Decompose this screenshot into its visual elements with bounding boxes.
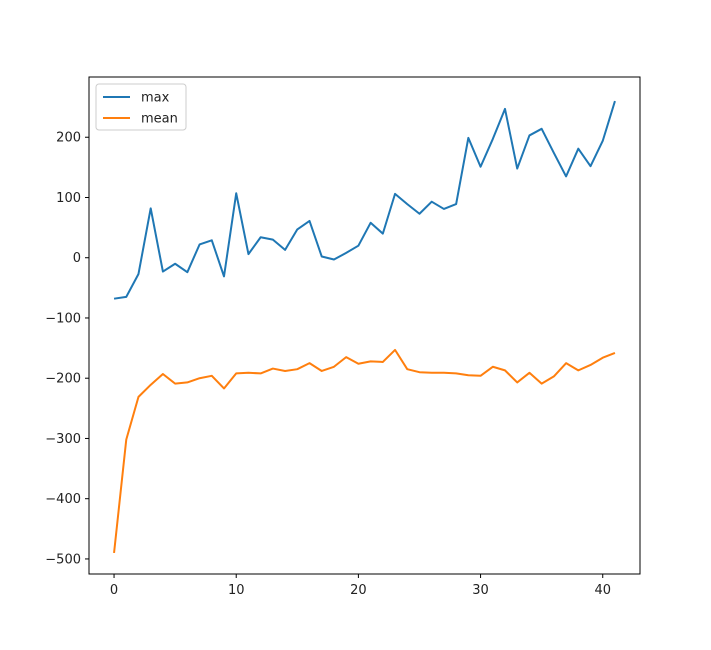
y-tick-label: −400 — [45, 492, 81, 507]
x-tick-label: 40 — [594, 583, 611, 598]
y-tick-label: −100 — [45, 311, 81, 326]
x-tick-label: 30 — [472, 583, 489, 598]
y-tick-label: 0 — [73, 251, 81, 266]
legend: max mean — [95, 83, 187, 131]
y-tick-label: 100 — [56, 191, 81, 206]
legend-label-mean: mean — [141, 112, 178, 127]
axes-frame — [88, 76, 641, 575]
x-tick-label: 20 — [350, 583, 367, 598]
y-tick-label: −500 — [45, 552, 81, 567]
y-tick-label: −300 — [45, 432, 81, 447]
series-line-max — [113, 100, 616, 300]
y-tick-label: −200 — [45, 372, 81, 387]
series-line-mean — [113, 348, 616, 554]
y-tick-label: 200 — [56, 131, 81, 146]
series-layer — [113, 100, 616, 554]
legend-label-max: max — [141, 91, 170, 106]
x-tick-label: 0 — [110, 583, 118, 598]
x-tick-label: 10 — [228, 583, 245, 598]
axes-layer: 0 10 20 30 40 −500 −400 −300 −200 −100 0 100 200 — [45, 76, 641, 598]
